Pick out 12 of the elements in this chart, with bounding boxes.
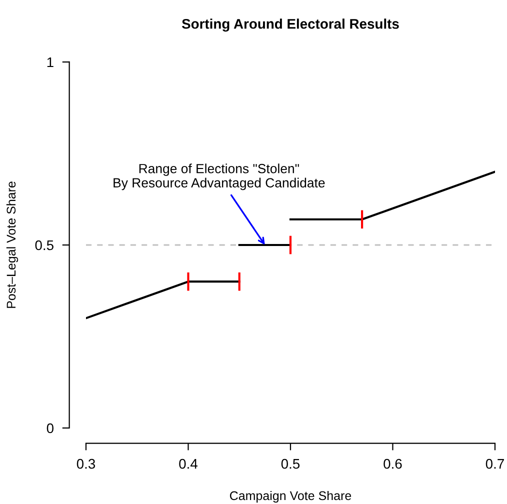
x-tick-label: 0.4 bbox=[179, 458, 198, 469]
x-tick-label: 0.5 bbox=[281, 458, 300, 469]
y-tick-label: 1 bbox=[47, 57, 54, 68]
annotation: Range of Elections "Stolen" By Resource Advantaged Candidate bbox=[114, 164, 325, 190]
y-axis-title: Post–Legal Vote Share bbox=[6, 182, 18, 308]
chart-title: Sorting Around Electoral Results bbox=[182, 18, 399, 32]
x-tick-label: 0.6 bbox=[384, 458, 402, 469]
y-tick-label: 0.5 bbox=[35, 240, 54, 250]
y-tick-label: 0 bbox=[46, 423, 54, 434]
x-axis-title: Campaign Vote Share bbox=[230, 490, 352, 503]
x-tick-label: 0.7 bbox=[486, 458, 504, 469]
x-tick-label: 0.3 bbox=[76, 458, 96, 469]
